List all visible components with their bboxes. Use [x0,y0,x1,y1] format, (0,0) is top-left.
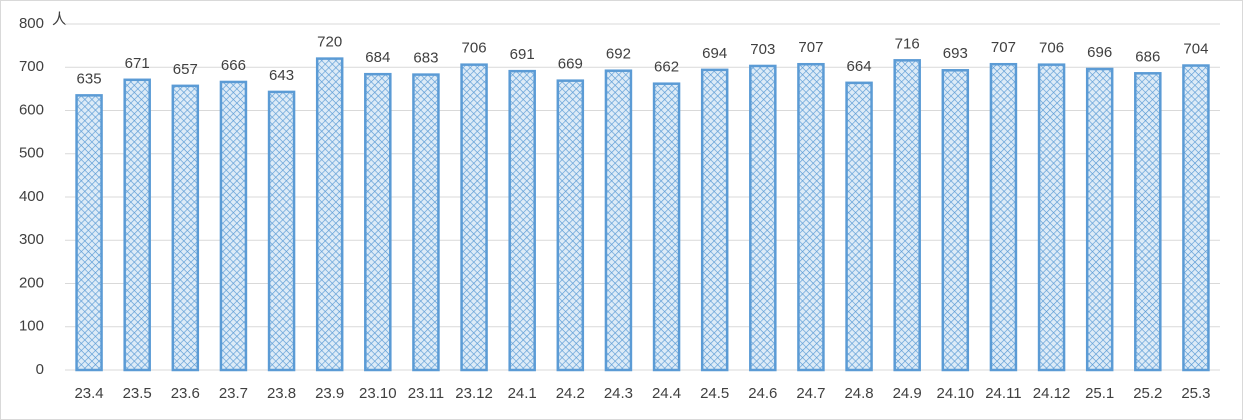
x-tick-label: 23.5 [123,385,152,402]
data-label: 643 [269,67,294,84]
x-tick-label: 23.7 [219,385,248,402]
x-tick-label: 24.4 [652,385,681,402]
x-tick-label: 23.12 [455,385,493,402]
bar [412,73,440,372]
y-unit: 人 [52,11,67,28]
bar [941,69,970,372]
bar [364,72,392,372]
y-tick-label: 400 [19,188,44,205]
bar [1134,72,1162,372]
bar [989,62,1018,372]
data-label: 696 [1087,44,1112,61]
data-label: 706 [462,40,487,57]
bar [700,68,729,372]
x-tick-label: 24.9 [893,385,922,402]
y-tick-label: 700 [19,58,44,75]
data-label: 686 [1135,48,1160,65]
y-tick-label: 600 [19,101,44,118]
data-label: 707 [798,39,823,56]
data-label: 684 [365,49,390,66]
bar [604,69,633,372]
bar [1037,63,1066,372]
bar [315,57,344,372]
bar [1182,64,1210,372]
x-tick-label: 24.11 [985,385,1021,402]
x-tick-label: 23.9 [315,385,344,402]
y-tick-label: 100 [19,318,44,335]
bar [123,78,151,372]
bar [845,81,873,372]
y-tick-label: 300 [19,231,44,248]
x-tick-label: 23.4 [74,385,103,402]
bar [652,82,681,372]
data-label: 666 [221,57,246,74]
bar [75,94,103,372]
data-label: 683 [413,50,438,67]
data-label: 657 [173,61,198,78]
x-tick-label: 23.6 [171,385,200,402]
data-label: 635 [77,70,102,87]
bar [749,64,777,372]
y-tick-label: 0 [36,361,44,378]
x-tick-label: 24.10 [937,385,975,402]
x-tick-label: 24.7 [796,385,825,402]
bar [893,59,921,372]
data-label: 706 [1039,40,1064,57]
data-label: 671 [125,55,150,72]
x-tick-label: 24.3 [604,385,633,402]
bar [508,69,536,372]
data-label: 720 [317,34,342,51]
x-tick-label: 24.2 [556,385,585,402]
data-label: 703 [750,41,775,58]
data-label: 693 [943,45,968,62]
data-label: 669 [558,56,583,73]
data-label: 692 [606,46,631,63]
x-tick-label: 23.10 [359,385,397,402]
bar [219,80,248,372]
data-label: 707 [991,39,1016,56]
x-tick-label: 23.11 [408,385,444,402]
data-label: 694 [702,45,727,62]
x-tick-label: 25.2 [1133,385,1162,402]
y-tick-label: 800 [19,15,44,32]
bar [797,62,825,372]
bar [1085,67,1114,372]
data-label: 664 [847,58,872,75]
bar [460,63,488,372]
x-tick-label: 24.8 [844,385,873,402]
bar [556,79,585,372]
x-tick-label: 23.8 [267,385,296,402]
x-tick-label: 25.3 [1181,385,1210,402]
x-tick-label: 24.12 [1033,385,1071,402]
y-tick-label: 200 [19,274,44,291]
bar [267,90,296,372]
y-tick-label: 500 [19,145,44,162]
x-tick-label: 24.6 [748,385,777,402]
data-label: 662 [654,59,679,76]
x-tick-label: 25.1 [1085,385,1114,402]
data-label: 704 [1183,40,1208,57]
bar [171,84,200,372]
x-tick-label: 24.5 [700,385,729,402]
data-label: 716 [895,35,920,52]
data-label: 691 [510,46,535,63]
x-tick-label: 24.1 [508,385,537,402]
